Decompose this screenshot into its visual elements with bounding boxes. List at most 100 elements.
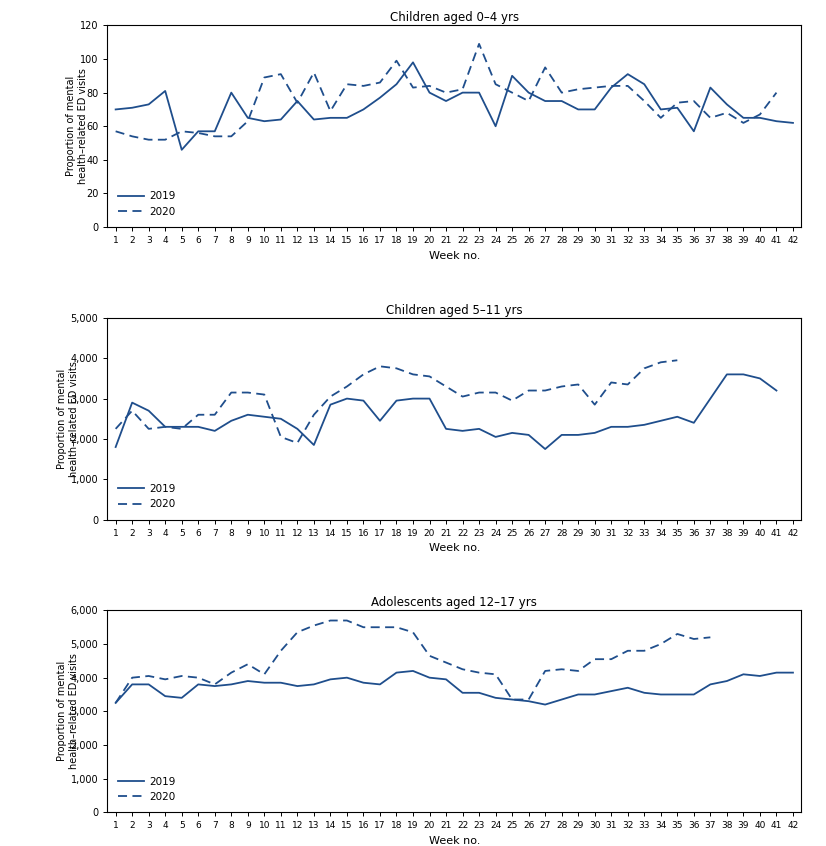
2020 <box>325 106 335 116</box>
2020 <box>573 85 583 95</box>
2019 <box>623 69 633 80</box>
2019 <box>557 96 567 106</box>
2020 <box>656 639 666 649</box>
2019 <box>177 422 187 432</box>
2019 <box>771 116 781 126</box>
Line: 2020: 2020 <box>116 620 710 703</box>
2020 <box>226 667 236 678</box>
2020 <box>656 113 666 123</box>
2019 <box>375 415 385 426</box>
2020 <box>491 669 501 679</box>
2020 <box>309 409 319 420</box>
2019 <box>408 58 418 68</box>
2019 <box>639 420 649 430</box>
2019 <box>689 689 699 700</box>
2020 <box>540 386 550 396</box>
2019 <box>441 674 451 684</box>
2019 <box>474 87 484 97</box>
2019 <box>425 393 434 404</box>
Legend: 2019, 2020: 2019, 2020 <box>112 772 181 807</box>
2020 <box>210 131 220 141</box>
2020 <box>507 695 517 705</box>
2020 <box>193 409 203 420</box>
2020 <box>325 392 335 402</box>
2019 <box>507 71 517 81</box>
2020 <box>111 424 121 434</box>
2019 <box>325 674 335 684</box>
2019 <box>111 442 121 452</box>
2020 <box>458 392 468 402</box>
2019 <box>226 415 236 426</box>
2020 <box>474 667 484 678</box>
2020 <box>193 128 203 138</box>
2019 <box>557 430 567 440</box>
2019 <box>788 118 798 128</box>
2020 <box>276 69 286 80</box>
2020 <box>127 673 137 683</box>
2020 <box>259 73 269 83</box>
2020 <box>672 355 682 365</box>
2020 <box>243 659 253 669</box>
2019 <box>738 370 748 380</box>
2019 <box>540 700 550 710</box>
2020 <box>474 39 484 49</box>
2019 <box>722 99 732 109</box>
2019 <box>722 676 732 686</box>
2020 <box>491 80 501 90</box>
2020 <box>639 363 649 373</box>
Legend: 2019, 2020: 2019, 2020 <box>112 479 181 514</box>
2020 <box>144 671 154 681</box>
2019 <box>309 440 319 450</box>
2019 <box>689 418 699 428</box>
2020 <box>375 78 385 88</box>
2020 <box>177 671 187 681</box>
2020 <box>111 698 121 708</box>
2019 <box>458 426 468 436</box>
2020 <box>540 666 550 676</box>
2019 <box>325 399 335 409</box>
2019 <box>425 673 434 683</box>
2019 <box>259 412 269 422</box>
2020 <box>689 634 699 644</box>
2019 <box>573 430 583 440</box>
2019 <box>606 422 616 432</box>
Line: 2019: 2019 <box>116 375 776 449</box>
2020 <box>507 87 517 97</box>
2020 <box>441 87 451 97</box>
2020 <box>623 81 633 91</box>
2020 <box>705 113 715 123</box>
2020 <box>358 81 368 91</box>
2019 <box>755 671 765 681</box>
2020 <box>689 96 699 106</box>
2019 <box>408 393 418 404</box>
2019 <box>292 424 302 434</box>
2020 <box>458 664 468 674</box>
2019 <box>540 444 550 454</box>
2019 <box>392 667 401 678</box>
2019 <box>623 683 633 693</box>
2020 <box>606 377 616 387</box>
2020 <box>524 96 534 106</box>
2019 <box>573 104 583 114</box>
2020 <box>276 431 286 442</box>
2020 <box>590 399 600 409</box>
2019 <box>788 667 798 678</box>
2019 <box>243 409 253 420</box>
2019 <box>292 96 302 106</box>
2020 <box>606 81 616 91</box>
2020 <box>722 107 732 118</box>
2020 <box>210 679 220 689</box>
2020 <box>590 83 600 93</box>
2019 <box>392 396 401 406</box>
2020 <box>243 387 253 398</box>
2019 <box>127 679 137 689</box>
2020 <box>425 651 434 661</box>
2019 <box>771 667 781 678</box>
2019 <box>573 689 583 700</box>
2019 <box>325 113 335 123</box>
2020 <box>358 370 368 380</box>
2019 <box>738 669 748 679</box>
2020 <box>606 654 616 664</box>
2020 <box>144 135 154 145</box>
2019 <box>243 676 253 686</box>
